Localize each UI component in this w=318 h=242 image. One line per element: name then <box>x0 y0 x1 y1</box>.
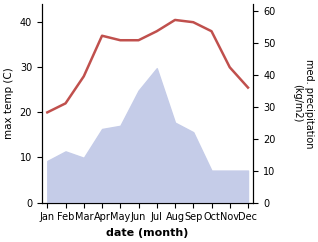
Y-axis label: med. precipitation
(kg/m2): med. precipitation (kg/m2) <box>292 59 314 148</box>
X-axis label: date (month): date (month) <box>107 228 189 238</box>
Y-axis label: max temp (C): max temp (C) <box>4 68 14 139</box>
